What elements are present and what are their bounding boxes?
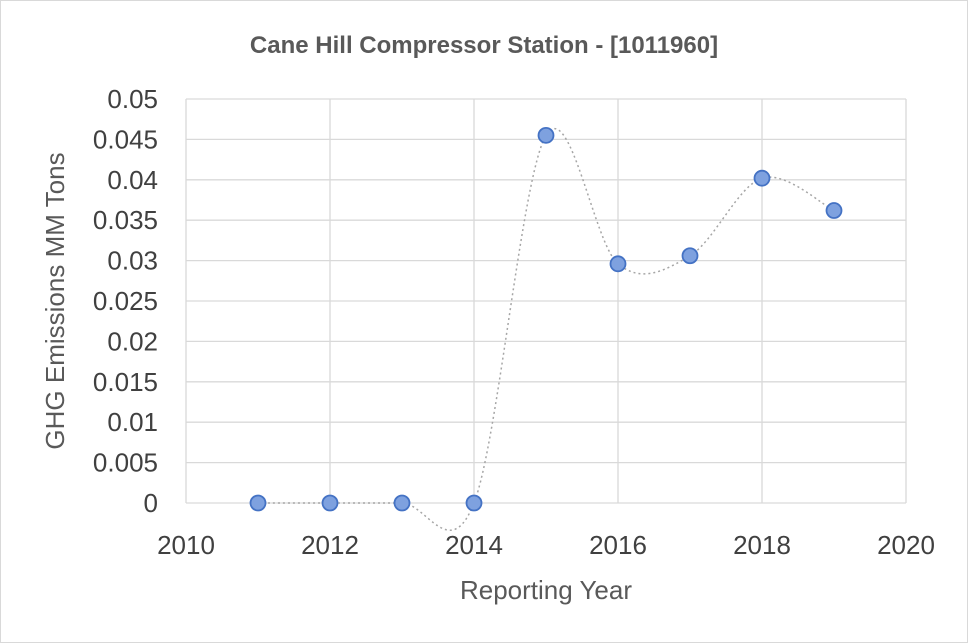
grid xyxy=(185,98,907,504)
x-tick-label: 2016 xyxy=(589,530,647,560)
y-tick-label: 0.035 xyxy=(93,205,158,235)
x-tick-labels: 2010 2012 2014 2016 2018 2020 xyxy=(157,530,935,560)
y-tick-label: 0.005 xyxy=(93,448,158,478)
x-tick-label: 2018 xyxy=(733,530,791,560)
chart-title: Cane Hill Compressor Station - [1011960] xyxy=(250,32,718,59)
x-axis-title: Reporting Year xyxy=(460,575,632,605)
y-tick-label: 0.015 xyxy=(93,367,158,397)
y-tick-labels: 0 0.005 0.01 0.015 0.02 0.025 0.03 0.035 0.04 0.0… xyxy=(93,84,158,518)
x-tick-label: 2010 xyxy=(157,530,215,560)
y-tick-label: 0.045 xyxy=(93,124,158,154)
data-point xyxy=(393,494,411,512)
y-tick-label: 0.02 xyxy=(107,326,158,356)
y-tick-label: 0.01 xyxy=(107,407,158,437)
y-tick-label: 0.05 xyxy=(107,84,158,114)
data-point xyxy=(537,126,555,144)
data-point xyxy=(681,247,699,265)
data-point xyxy=(249,494,267,512)
y-tick-label: 0.04 xyxy=(107,165,158,195)
y-tick-label: 0.025 xyxy=(93,286,158,316)
series-trend-line xyxy=(258,127,835,531)
data-point xyxy=(465,494,483,512)
data-point xyxy=(321,494,339,512)
y-tick-label: 0 xyxy=(144,488,158,518)
series-group xyxy=(249,126,843,531)
y-axis-title: GHG Emissions MM Tons xyxy=(40,152,70,449)
y-tick-label: 0.03 xyxy=(107,246,158,276)
x-tick-label: 2020 xyxy=(877,530,935,560)
x-tick-label: 2012 xyxy=(301,530,359,560)
x-tick-label: 2014 xyxy=(445,530,503,560)
data-point xyxy=(753,169,771,187)
data-point xyxy=(609,255,627,273)
data-point xyxy=(825,202,843,219)
